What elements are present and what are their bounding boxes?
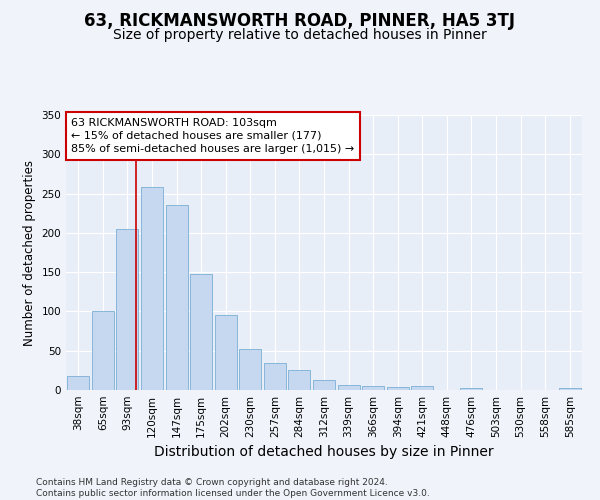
Bar xyxy=(559,388,581,390)
Text: Size of property relative to detached houses in Pinner: Size of property relative to detached ho… xyxy=(113,28,487,42)
Bar xyxy=(190,274,212,390)
Bar xyxy=(460,388,482,390)
Y-axis label: Number of detached properties: Number of detached properties xyxy=(23,160,36,346)
Text: 63, RICKMANSWORTH ROAD, PINNER, HA5 3TJ: 63, RICKMANSWORTH ROAD, PINNER, HA5 3TJ xyxy=(85,12,515,30)
Bar xyxy=(362,386,384,390)
Bar xyxy=(67,376,89,390)
Bar xyxy=(338,384,359,390)
Bar xyxy=(166,206,188,390)
Bar xyxy=(411,386,433,390)
Text: 63 RICKMANSWORTH ROAD: 103sqm
← 15% of detached houses are smaller (177)
85% of : 63 RICKMANSWORTH ROAD: 103sqm ← 15% of d… xyxy=(71,118,355,154)
Bar xyxy=(386,387,409,390)
Bar xyxy=(313,380,335,390)
Bar xyxy=(141,188,163,390)
Bar xyxy=(116,229,139,390)
Bar xyxy=(92,312,114,390)
Bar xyxy=(215,316,237,390)
Bar xyxy=(239,349,262,390)
Text: Contains HM Land Registry data © Crown copyright and database right 2024.
Contai: Contains HM Land Registry data © Crown c… xyxy=(36,478,430,498)
Bar xyxy=(289,370,310,390)
Bar xyxy=(264,362,286,390)
X-axis label: Distribution of detached houses by size in Pinner: Distribution of detached houses by size … xyxy=(154,446,494,460)
